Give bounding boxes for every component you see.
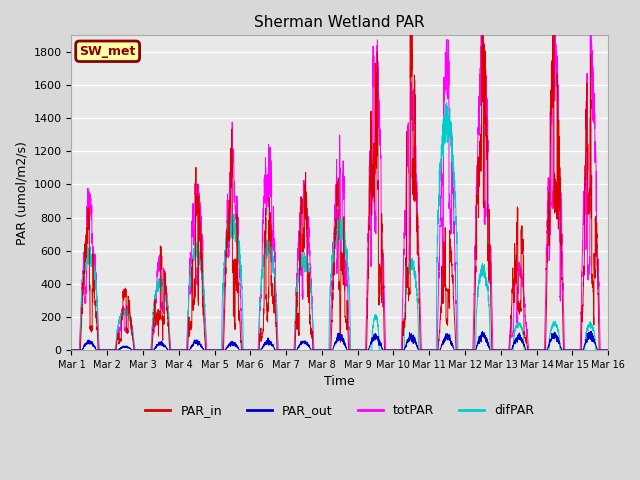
Y-axis label: PAR (umol/m2/s): PAR (umol/m2/s) [15,141,28,245]
Text: SW_met: SW_met [79,45,136,58]
X-axis label: Time: Time [324,375,355,388]
Title: Sherman Wetland PAR: Sherman Wetland PAR [255,15,425,30]
Legend: PAR_in, PAR_out, totPAR, difPAR: PAR_in, PAR_out, totPAR, difPAR [140,399,539,422]
